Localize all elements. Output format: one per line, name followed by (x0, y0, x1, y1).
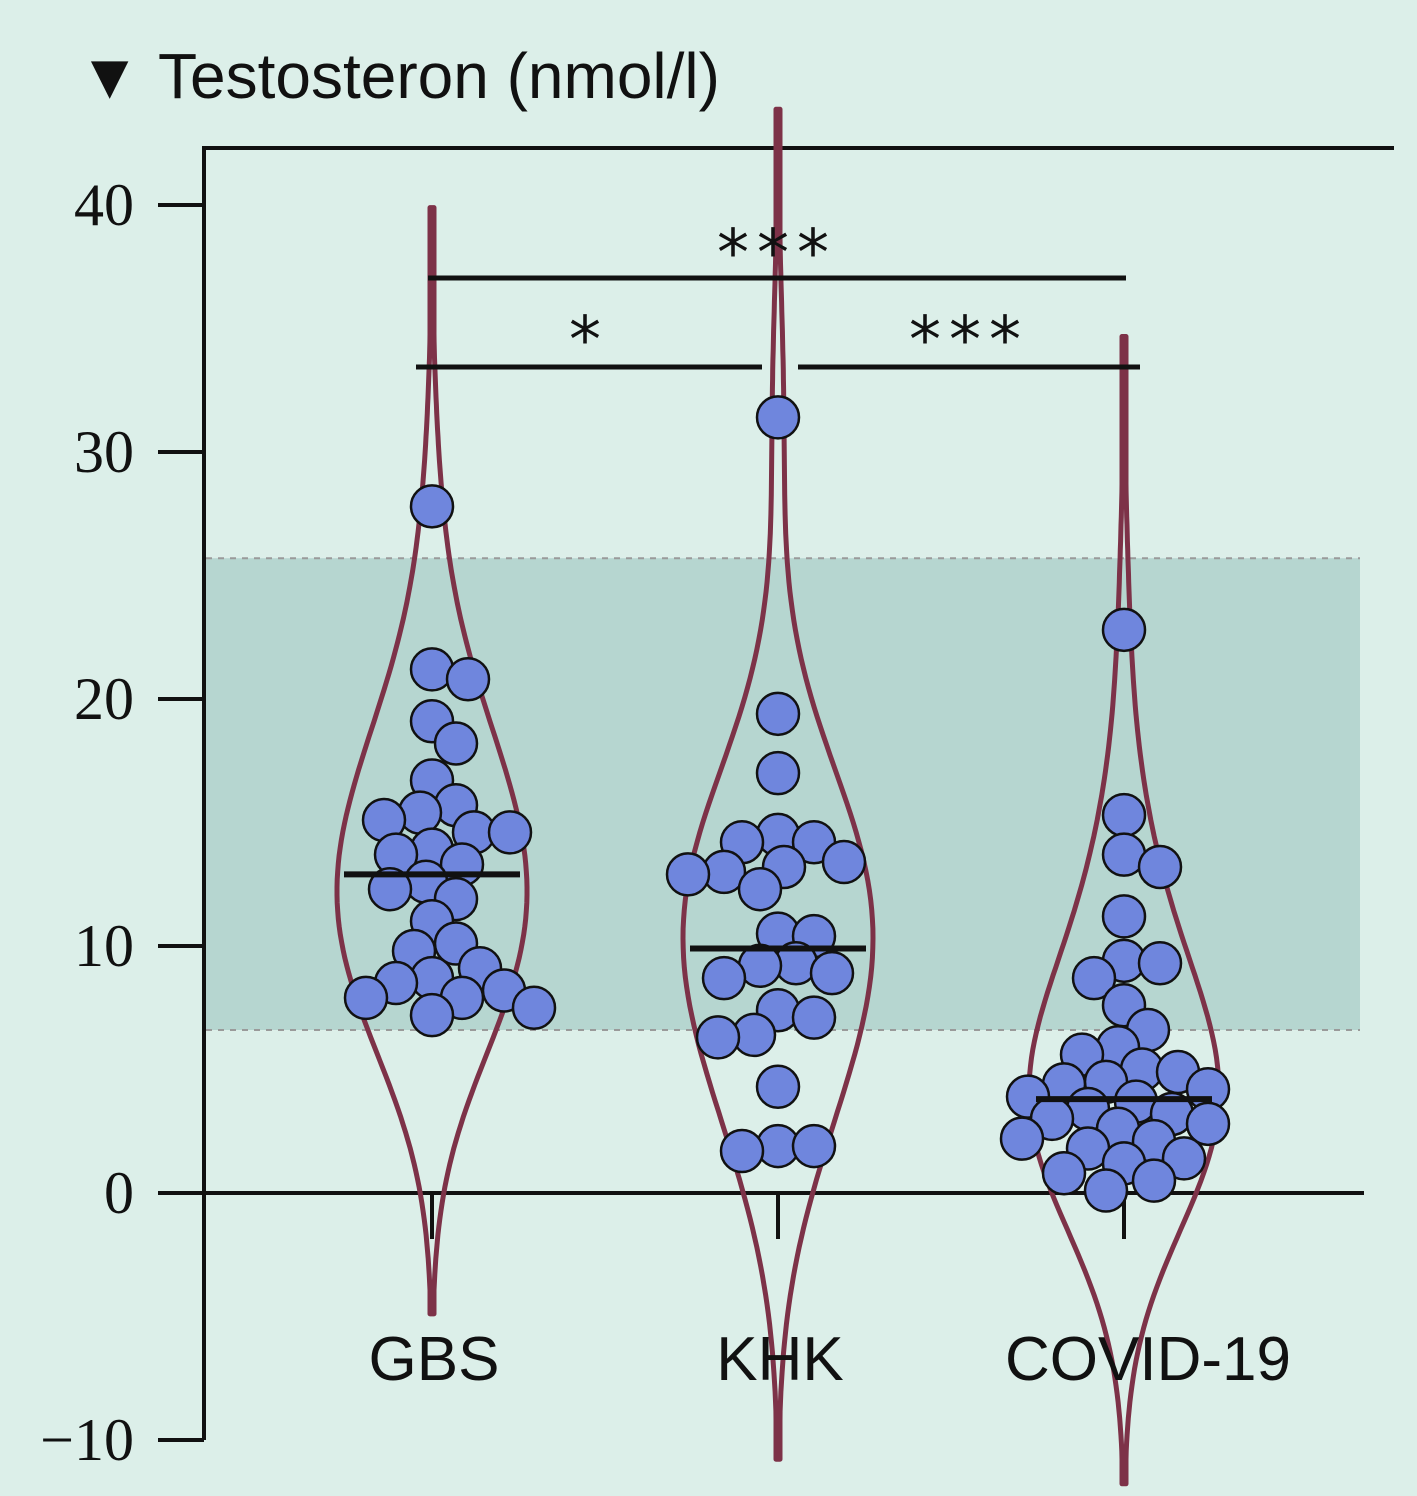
data-point (755, 691, 801, 737)
violin-outline (680, 106, 876, 1462)
data-point (1083, 1168, 1129, 1213)
data-point (343, 975, 389, 1021)
x-category-label: KHK (716, 1325, 843, 1394)
data-point (397, 790, 443, 835)
y-tick-label: −10 (40, 1407, 134, 1473)
data-point (1101, 792, 1147, 838)
data-point (695, 1015, 741, 1060)
data-point (755, 395, 801, 440)
y-tick-label: 20 (74, 666, 134, 732)
data-point (737, 866, 783, 912)
data-point (1101, 894, 1147, 939)
data-point (821, 839, 867, 885)
data-point (1101, 607, 1147, 653)
data-point (665, 852, 711, 897)
y-tick-label: 40 (74, 172, 134, 238)
data-point (1137, 941, 1183, 986)
data-point (809, 950, 855, 996)
data-point (433, 721, 479, 766)
data-point (755, 1064, 801, 1110)
data-point (755, 750, 801, 796)
significance-label: * (569, 304, 609, 378)
data-point (999, 1116, 1045, 1161)
y-tick-label: 0 (104, 1160, 134, 1226)
data-point (445, 656, 491, 702)
y-tick-label: 10 (74, 913, 134, 979)
data-point (1131, 1158, 1177, 1203)
data-point (1137, 844, 1183, 890)
x-category-label: GBS (369, 1325, 500, 1394)
significance-label: *** (909, 304, 1029, 378)
data-point (791, 995, 837, 1040)
data-point (409, 484, 455, 529)
x-category-label: COVID-19 (1005, 1325, 1291, 1394)
significance-label: *** (717, 217, 837, 291)
data-point (701, 955, 747, 1001)
data-point (719, 1128, 765, 1174)
chart-title: ▼ Testosteron (nmol/l) (78, 40, 720, 112)
data-point (511, 985, 557, 1030)
y-tick-label: 30 (74, 419, 134, 485)
data-point (1041, 1150, 1087, 1196)
data-point (1071, 955, 1117, 1001)
data-point (409, 992, 455, 1038)
data-point (1161, 1136, 1207, 1181)
data-point (487, 810, 533, 855)
data-point (1185, 1101, 1231, 1147)
data-point (791, 1123, 837, 1169)
data-point (367, 866, 413, 912)
violin-outline (334, 205, 530, 1317)
